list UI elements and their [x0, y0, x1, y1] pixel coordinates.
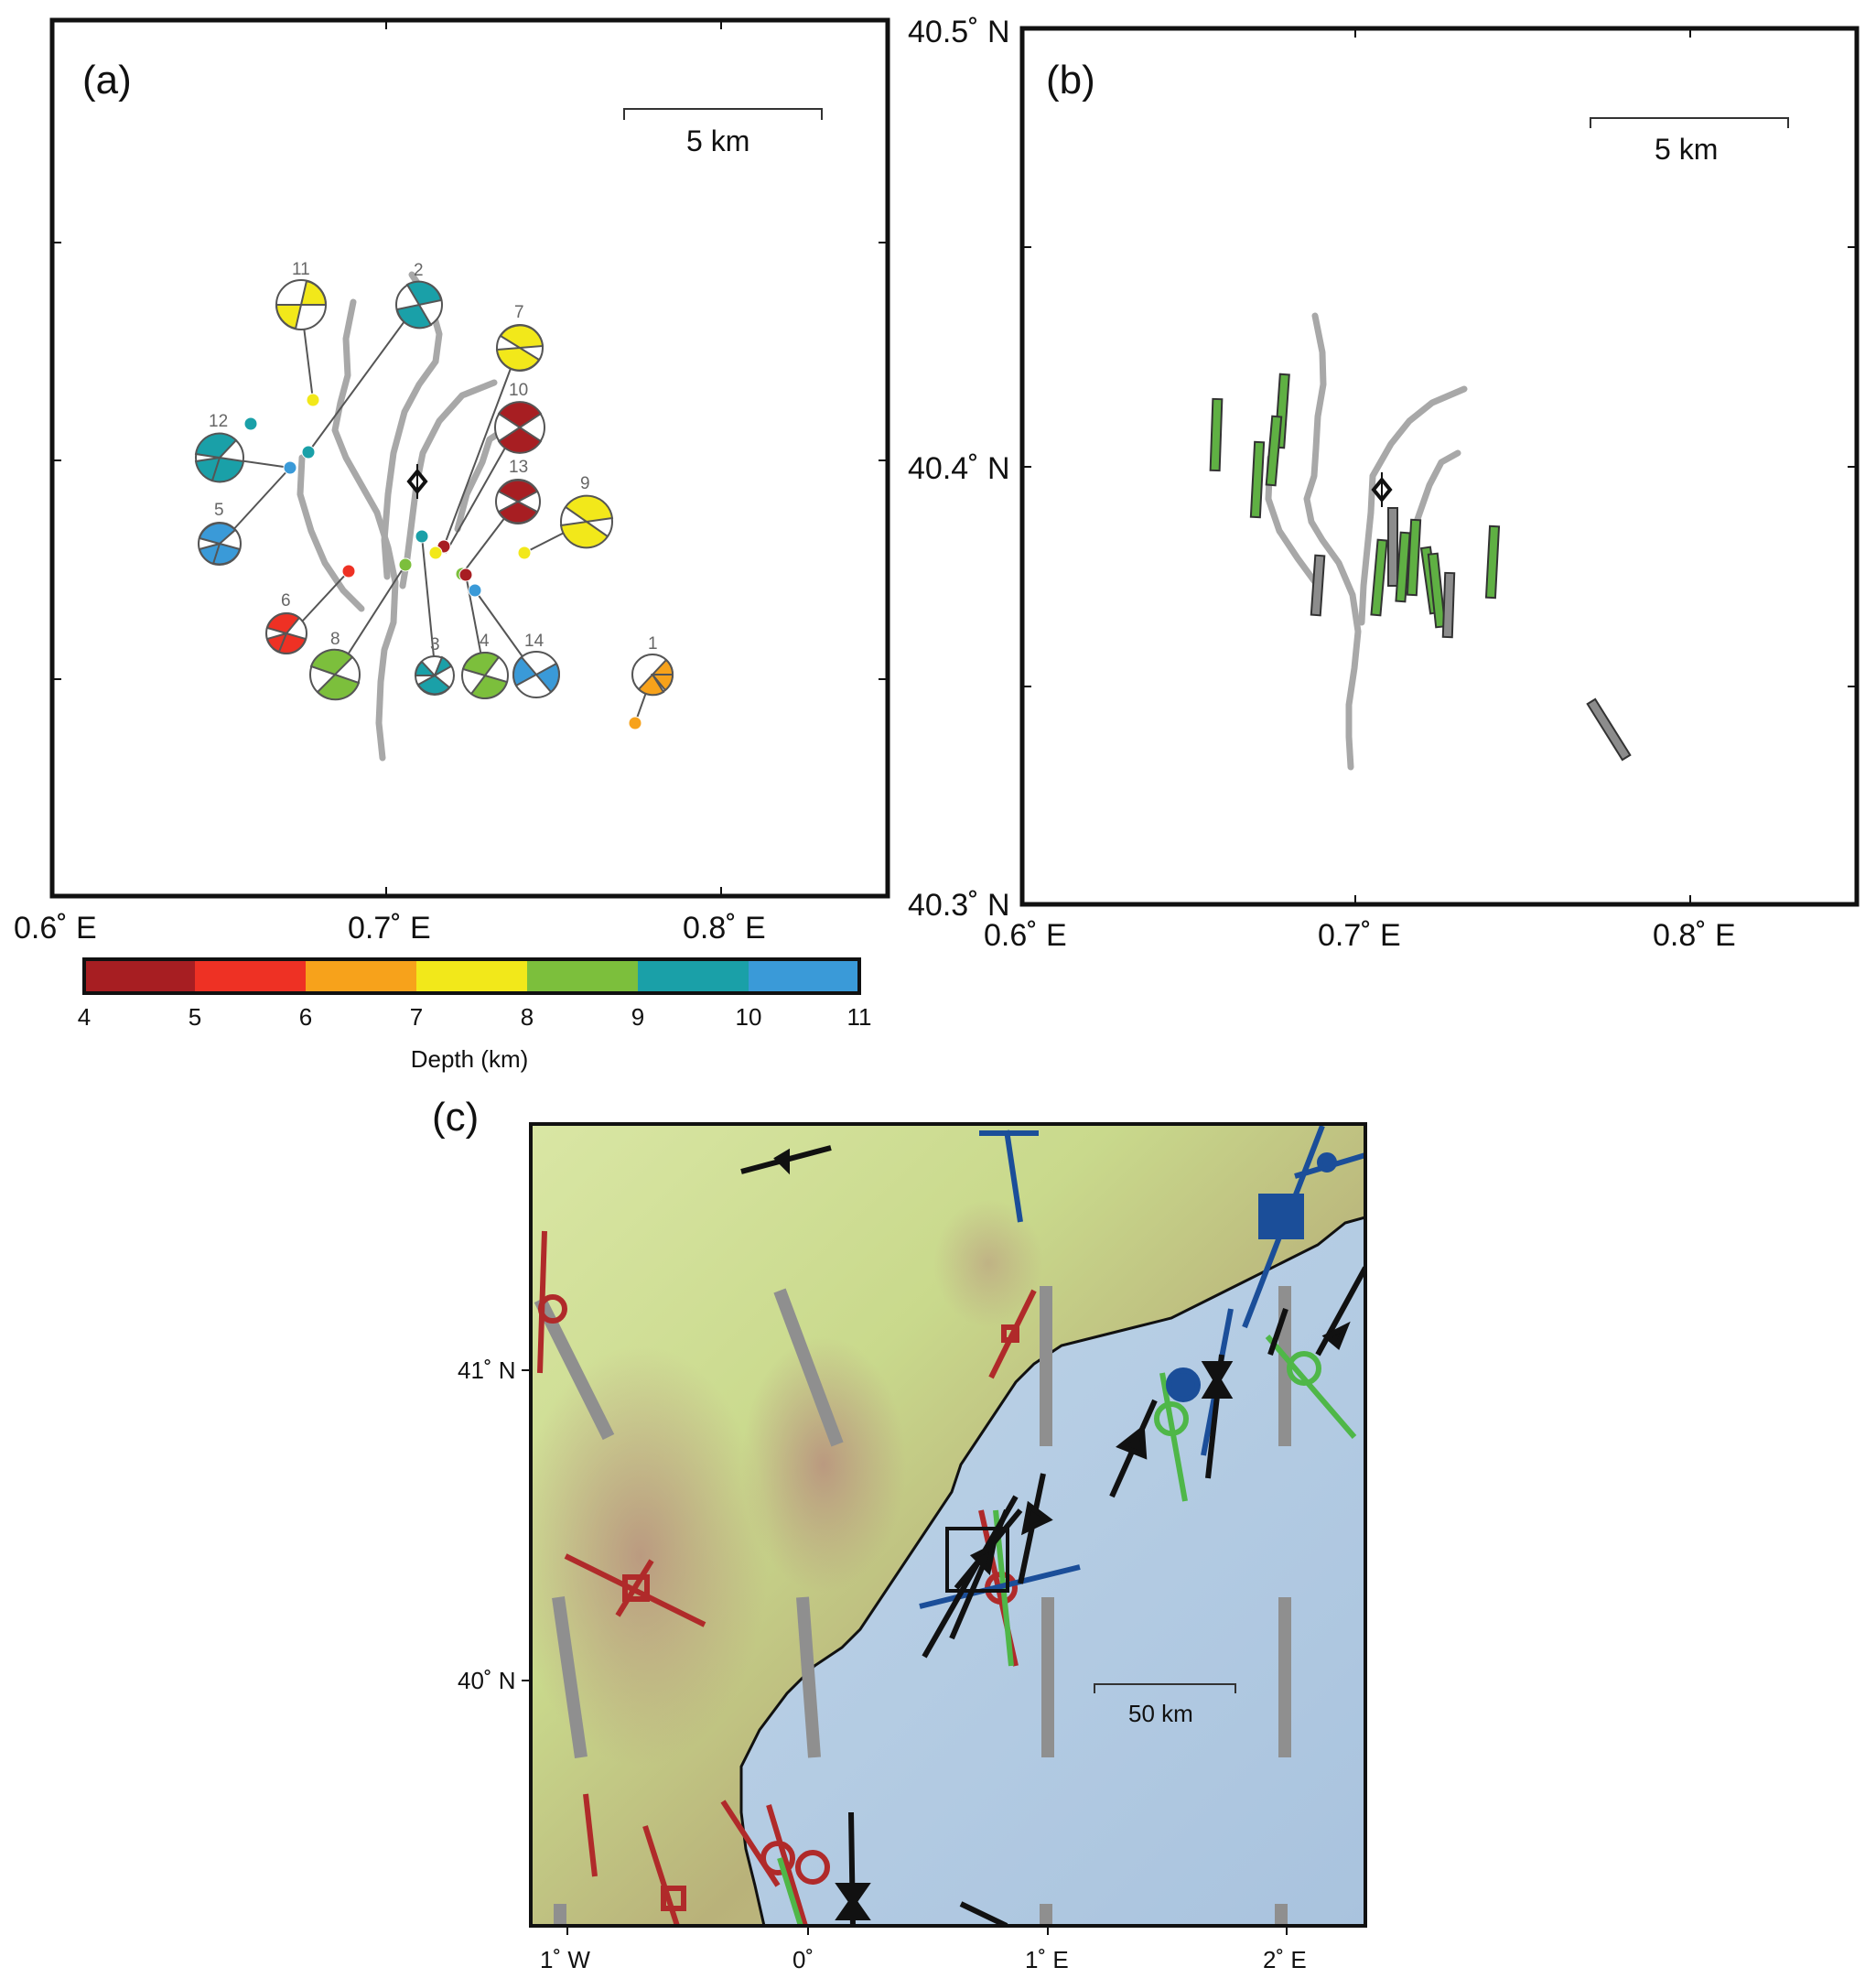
panel-c-blue-indicators: [919, 1124, 1365, 1609]
panel-b-ticks: [1022, 28, 1857, 904]
event-label-7: 7: [514, 303, 524, 322]
panel-c-black-indicators: [740, 1145, 1365, 1926]
colorbar-tick-5: 5: [189, 1003, 201, 1031]
colorbar-tick-6: 6: [299, 1003, 312, 1031]
panel-c-y-tick-2: 40˚ N: [458, 1667, 516, 1694]
focal-mechanism-1: [631, 654, 674, 697]
focal-mechanism-5: [198, 522, 242, 566]
focal-mechanism-7: [495, 324, 544, 372]
panel-c-x-tick-3: 1˚ E: [1025, 1946, 1069, 1973]
panel-b-y-tick-3: 40.3˚ N: [908, 888, 1010, 923]
panel-c-y-tick-1: 41˚ N: [458, 1356, 516, 1384]
panel-b-x-tick-2: 0.7˚ E: [1318, 918, 1401, 953]
panel-a-ticks: [52, 20, 888, 896]
depth-colorbar: 4 5 6 7 8 9 10 11 Depth (km): [78, 957, 872, 1073]
event-label-6: 6: [281, 591, 291, 611]
panel-c-x-tick-4: 2˚ E: [1263, 1946, 1307, 1973]
event-label-13: 13: [509, 458, 528, 477]
event-label-8: 8: [330, 630, 340, 649]
panel-b-stress-bars: [1209, 373, 1632, 762]
colorbar-title: Depth (km): [411, 1045, 529, 1073]
panel-c-ticks: [522, 1369, 1288, 1935]
panel-a-epicentres: [243, 393, 642, 730]
event-label-3: 3: [430, 635, 440, 654]
land-area: [531, 1124, 1365, 1926]
colorbar-tick-11: 11: [847, 1003, 872, 1031]
panel-b-scale-bar: 5 km: [1590, 117, 1789, 166]
panel-b-reference-marker: [1371, 472, 1393, 507]
panel-a-frame: [49, 17, 890, 899]
study-area-box: [945, 1527, 1009, 1593]
panel-b: (b) 5 km: [908, 15, 1860, 953]
panel-c-x-tick-1: 1˚ W: [540, 1946, 590, 1973]
panel-b-y-tick-2: 40.4˚ N: [908, 451, 1010, 486]
focal-mechanism-13: [495, 479, 541, 524]
focal-mechanism-12: [194, 432, 245, 483]
event-label-1: 1: [648, 634, 658, 654]
panel-b-letter: (b): [1046, 58, 1095, 103]
panel-b-x-tick-3: 0.8˚ E: [1653, 918, 1736, 953]
focal-mechanism-9: [559, 494, 614, 549]
focal-mechanism-11: [275, 279, 328, 330]
colorbar-swatches: [82, 957, 861, 995]
panel-a-scale-bar: 5 km: [623, 108, 823, 157]
panel-a-scale-label: 5 km: [686, 124, 749, 157]
focal-mechanism-14: [512, 651, 560, 698]
panel-a-event-labels: 11 2 7 10 12 13 9 5 6 8 3 4 14 1: [209, 260, 658, 654]
panel-c: (c): [432, 1095, 1367, 1973]
panel-a-x-tick-3: 0.8˚ E: [683, 911, 766, 946]
event-label-10: 10: [509, 381, 528, 400]
focal-mechanism-3: [414, 655, 455, 696]
panel-a-reference-marker: [406, 464, 428, 499]
colorbar-tick-9: 9: [631, 1003, 644, 1031]
panel-b-scale-label: 5 km: [1655, 133, 1718, 166]
panel-c-scale-label: 50 km: [1128, 1700, 1193, 1727]
focal-mechanism-8: [309, 648, 361, 701]
panel-c-scale-bar: 50 km: [1094, 1683, 1236, 1727]
colorbar-tick-10: 10: [736, 1003, 762, 1031]
panel-c-x-tick-2: 0˚: [792, 1946, 814, 1973]
focal-mechanism-6: [265, 612, 307, 654]
focal-mechanism-10: [494, 401, 545, 454]
panel-b-x-tick-1: 0.6˚ E: [984, 918, 1067, 953]
colorbar-tick-8: 8: [521, 1003, 534, 1031]
panel-c-letter: (c): [432, 1095, 479, 1140]
panel-a-x-tick-2: 0.7˚ E: [348, 911, 431, 946]
panel-c-frame: [529, 1122, 1367, 1928]
event-label-9: 9: [580, 474, 590, 493]
colorbar-tick-4: 4: [78, 1003, 91, 1031]
panel-a-fault-traces: [296, 271, 507, 762]
panel-a-focal-mechanisms: [194, 279, 674, 701]
event-label-11: 11: [292, 260, 310, 279]
coastline: [739, 1216, 1365, 1926]
event-label-14: 14: [524, 632, 544, 651]
focal-mechanism-2: [395, 280, 443, 330]
panel-b-y-tick-1: 40.5˚ N: [908, 15, 1010, 49]
focal-mechanism-4: [461, 652, 509, 699]
event-label-4: 4: [480, 632, 490, 651]
event-label-2: 2: [414, 261, 424, 280]
panel-a-x-tick-1: 0.6˚ E: [14, 911, 97, 946]
event-label-12: 12: [209, 412, 228, 431]
panel-a-letter: (a): [82, 58, 132, 103]
colorbar-tick-7: 7: [410, 1003, 423, 1031]
panel-a: (a) 5 km: [14, 17, 890, 946]
event-label-5: 5: [214, 501, 224, 520]
